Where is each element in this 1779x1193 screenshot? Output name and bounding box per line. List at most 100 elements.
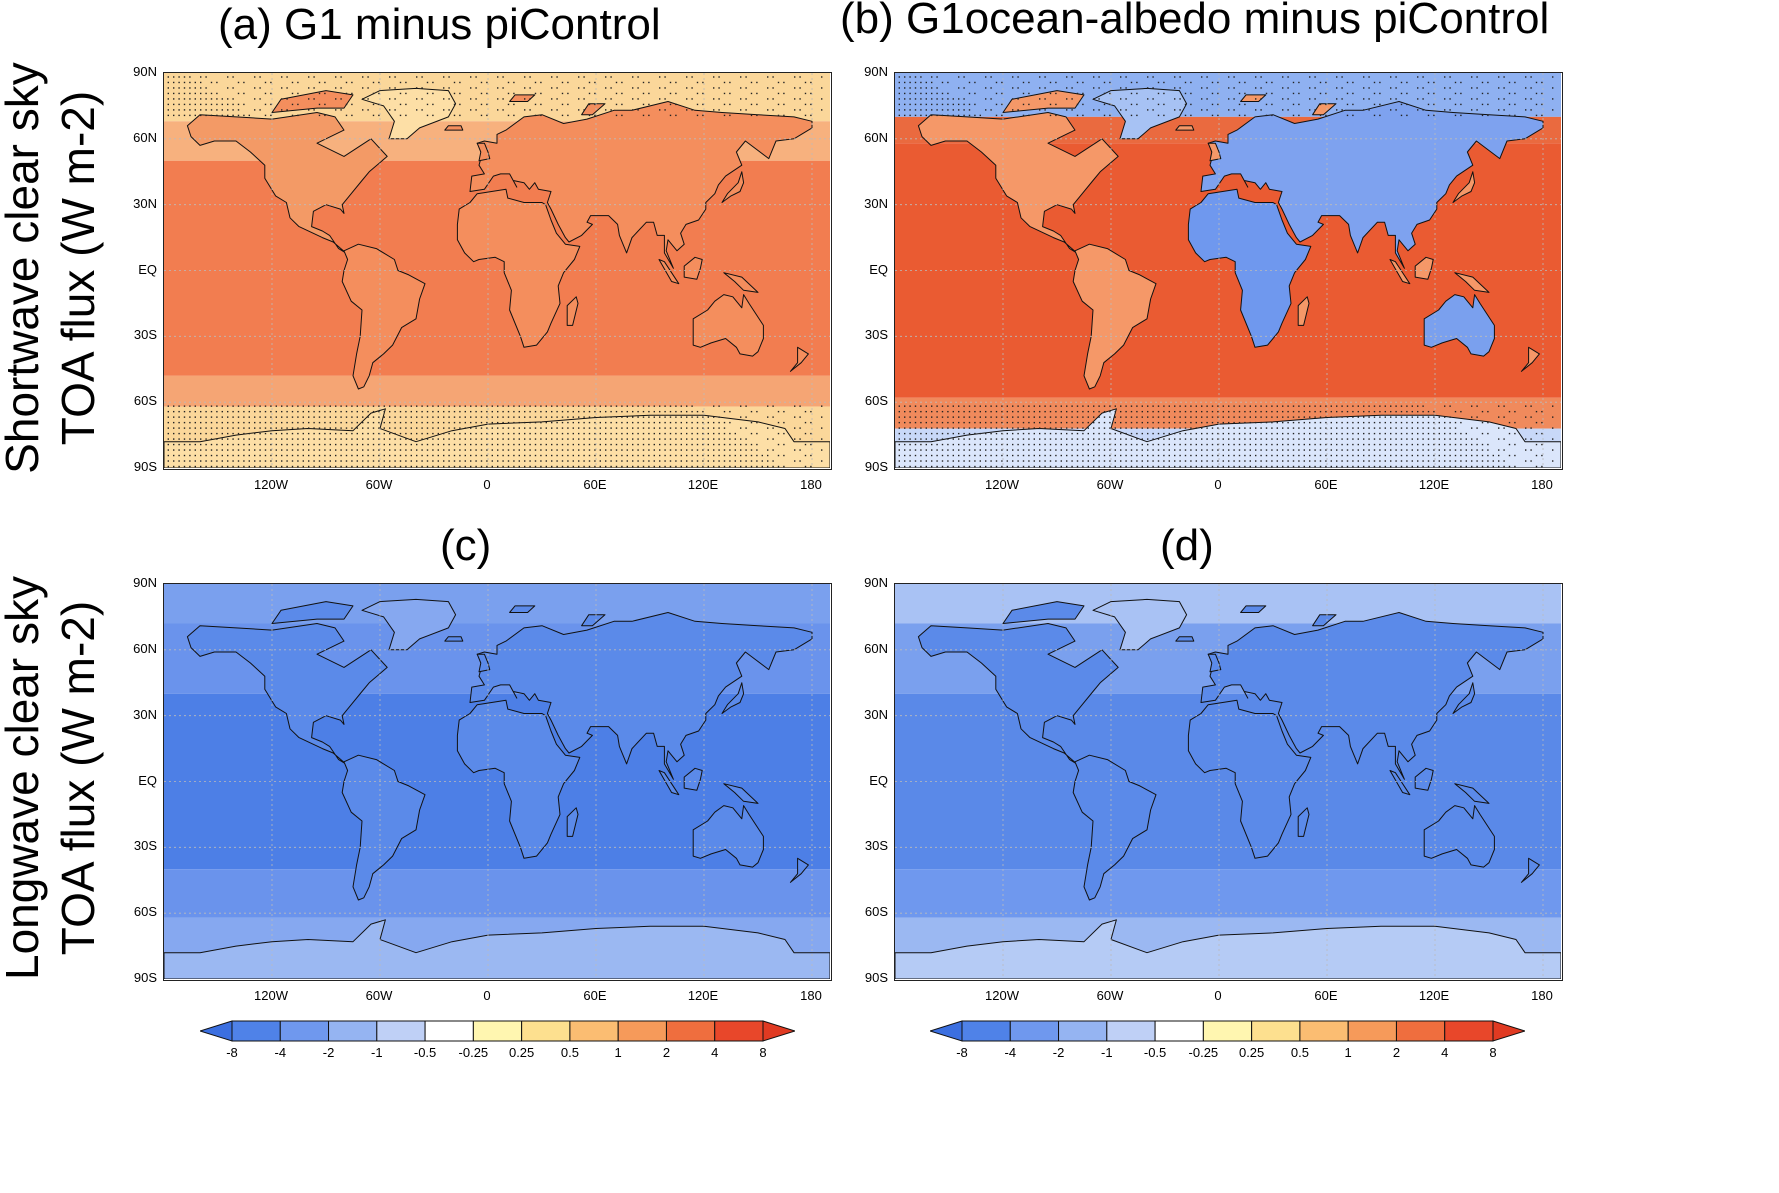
graticule xyxy=(164,584,830,979)
significance-stipple xyxy=(167,76,823,468)
lon-tick-label: 120W xyxy=(985,988,1019,1003)
lon-tick-label: 60W xyxy=(1096,477,1124,492)
map-panel-a xyxy=(163,72,832,470)
colorbar-swatch xyxy=(231,1020,281,1042)
colorbar-level-label: 4 xyxy=(1441,1045,1449,1060)
coastline-north-america xyxy=(917,623,1119,765)
lon-tick-label: 180 xyxy=(800,477,822,492)
coastline-japan xyxy=(1452,171,1476,203)
colorbar-swatch xyxy=(617,1020,667,1042)
colorbar-swatch xyxy=(1299,1020,1349,1042)
coastline-new-zealand xyxy=(1520,857,1540,883)
colorbar-level-label: -0.5 xyxy=(413,1045,437,1060)
colorbar-level-label: -4 xyxy=(1004,1045,1017,1060)
coastline-australia xyxy=(1423,294,1495,357)
colorbar-right xyxy=(928,1020,1527,1042)
lat-tick-label: 60S xyxy=(133,904,157,920)
lon-tick-label: 120E xyxy=(1418,477,1450,492)
coastline-south-america xyxy=(1072,754,1157,901)
map-svg-b xyxy=(895,73,1561,468)
colorbar-level-label: 2 xyxy=(1392,1045,1401,1060)
coastline-north-america xyxy=(917,112,1119,254)
lon-tick-label: 180 xyxy=(1531,477,1553,492)
colorbar-level-label: -0.25 xyxy=(1188,1045,1219,1060)
coastline-australia xyxy=(1423,805,1495,868)
coastline-new-guinea xyxy=(1454,272,1490,293)
colorbar-swatch xyxy=(714,1020,764,1042)
colorbar-level-label: 4 xyxy=(711,1045,719,1060)
row-label-longwave-line1: Longwave clear sky xyxy=(0,576,48,980)
colorbar-level-label: 0.5 xyxy=(560,1045,579,1060)
graticule xyxy=(895,73,1561,468)
map-svg-a xyxy=(164,73,830,468)
map-svg-d xyxy=(895,584,1561,979)
colorbar-swatch xyxy=(569,1020,619,1042)
coastline-north-america xyxy=(186,623,388,765)
row-label-longwave-line2: TOA flux (W m-2) xyxy=(52,600,104,956)
colorbar-arrow-high xyxy=(762,1020,797,1042)
coastline-japan xyxy=(1452,682,1476,714)
coastline-iceland xyxy=(1175,125,1195,131)
lon-tick-label: 60W xyxy=(365,988,393,1003)
map-panel-d xyxy=(894,583,1563,981)
lat-tick-label: 90S xyxy=(133,970,157,985)
colorbar-level-label: -4 xyxy=(274,1045,287,1060)
coastline-north-america xyxy=(186,112,388,254)
colorbar-level-label: 0.25 xyxy=(1238,1045,1265,1060)
lat-tick-label: EQ xyxy=(138,772,157,788)
coastline-new-zealand xyxy=(1520,346,1540,372)
row-label-shortwave: Shortwave clear sky TOA flux (W m-2) xyxy=(0,0,106,548)
graticule xyxy=(164,73,830,468)
colorbar-swatch xyxy=(424,1020,474,1042)
lat-tick-label: 90N xyxy=(133,64,157,79)
colorbar-swatch xyxy=(1395,1020,1446,1042)
coastline-borneo xyxy=(1414,767,1434,791)
lon-tick-label: 120W xyxy=(985,477,1019,492)
coastline-sumatra xyxy=(1389,259,1411,285)
coastline-borneo xyxy=(683,767,703,791)
colorbar-level-label: 0.5 xyxy=(1290,1045,1309,1060)
coastline-britain xyxy=(1207,653,1222,673)
colorbar-swatch xyxy=(376,1020,426,1042)
lon-tick-label: 120E xyxy=(687,988,719,1003)
colorbar-swatch xyxy=(1202,1020,1253,1042)
coastline-sumatra xyxy=(658,770,680,796)
colorbar-swatch xyxy=(1009,1020,1060,1042)
coastline-madagascar xyxy=(566,807,579,837)
lat-tick-label: 30S xyxy=(864,327,888,343)
colorbar-level-label: -1 xyxy=(1101,1045,1113,1060)
coastline-madagascar xyxy=(1297,807,1310,837)
coastline-sumatra xyxy=(1389,770,1411,796)
coastline-new-guinea xyxy=(723,272,759,293)
colorbar-level-label: -8 xyxy=(956,1045,968,1060)
lon-tick-label: 60W xyxy=(1096,988,1124,1003)
lon-tick-label: 180 xyxy=(800,988,822,1003)
significance-stipple xyxy=(898,76,1554,468)
field-band xyxy=(164,869,830,918)
coastline-greenland xyxy=(361,87,457,140)
panel-title-b: (b) G1ocean-albedo minus piControl xyxy=(840,0,1550,43)
lon-tick-label: 60E xyxy=(1314,477,1338,492)
colorbar-swatch xyxy=(279,1020,330,1042)
colorbar-swatch xyxy=(521,1020,571,1042)
colorbar-level-label: -2 xyxy=(322,1045,335,1060)
lat-tick-label: 30N xyxy=(133,706,157,722)
colorbar-level-label: 8 xyxy=(1489,1045,1497,1060)
lon-tick-label: 120E xyxy=(1418,988,1450,1003)
lat-tick-label: 30N xyxy=(864,706,888,722)
lat-tick-label: 30N xyxy=(864,195,888,211)
colorbar-swatch xyxy=(1106,1020,1156,1042)
coastline-japan xyxy=(721,171,745,203)
coastline-australia xyxy=(692,805,764,868)
lat-tick-label: 30N xyxy=(133,195,157,211)
field-band xyxy=(895,584,1561,624)
lat-tick-label: EQ xyxy=(869,261,888,277)
colorbar-arrow-low xyxy=(928,1020,963,1042)
row-label-shortwave-line1: Shortwave clear sky xyxy=(0,62,48,474)
lon-tick-label: 120W xyxy=(254,477,288,492)
coastline-novaya xyxy=(581,614,606,627)
lon-tick-label: 60E xyxy=(583,477,607,492)
colorbar-level-label: -2 xyxy=(1052,1045,1065,1060)
colorbar-arrow-low xyxy=(198,1020,233,1042)
colorbar-swatch xyxy=(1154,1020,1204,1042)
